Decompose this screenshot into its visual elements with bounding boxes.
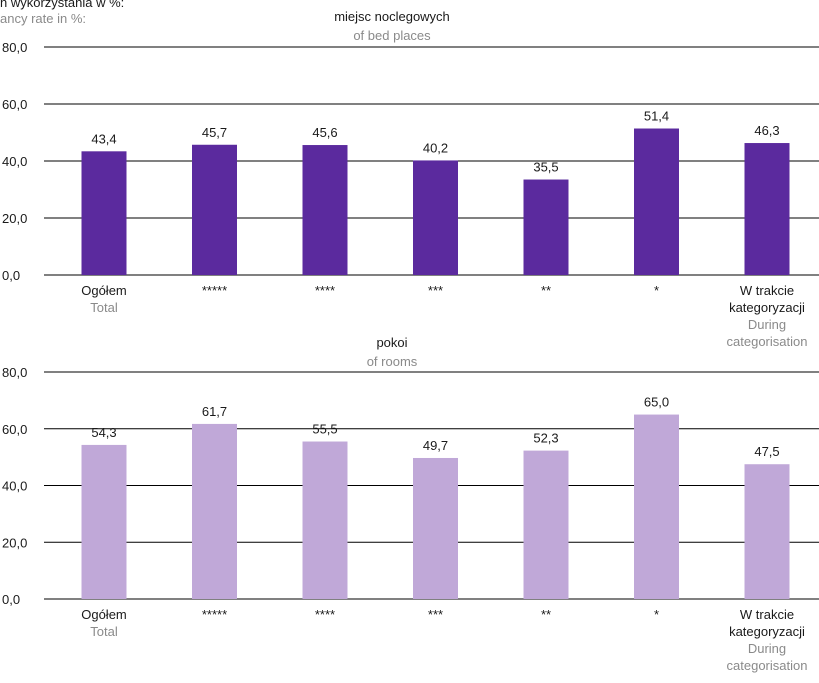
data-label: 61,7 [202, 404, 227, 419]
chart-title: pokoi [376, 335, 407, 350]
bar [634, 128, 679, 275]
data-label: 55,5 [312, 422, 337, 437]
x-tick-label: *** [428, 283, 443, 298]
data-label: 46,3 [754, 123, 779, 138]
x-tick-label: Ogółem [81, 607, 127, 622]
y-tick-label: 60,0 [2, 97, 27, 112]
y-tick-label: 0,0 [2, 592, 20, 607]
data-label: 65,0 [644, 395, 669, 410]
x-tick-label: * [654, 283, 659, 298]
bar [413, 457, 458, 599]
data-label: 45,7 [202, 125, 227, 140]
data-label: 49,7 [423, 438, 448, 453]
data-label: 35,5 [533, 160, 558, 175]
y-tick-label: 80,0 [2, 40, 27, 55]
x-tick-sublabel: Total [90, 300, 118, 315]
x-tick-sublabel: During [748, 641, 786, 656]
x-tick-sublabel: During [748, 317, 786, 332]
bar [192, 423, 237, 599]
x-tick-label: ** [541, 607, 551, 622]
y-tick-label: 20,0 [2, 211, 27, 226]
bar [413, 160, 458, 275]
x-tick-label: kategoryzacji [729, 300, 805, 315]
y-tick-label: 0,0 [2, 268, 20, 283]
chart-title: miejsc noclegowych [334, 9, 450, 24]
bar [744, 464, 790, 599]
x-tick-label: ** [541, 283, 551, 298]
y-tick-label: 80,0 [2, 365, 27, 380]
x-tick-label: ***** [202, 607, 227, 622]
y-tick-label: 60,0 [2, 422, 27, 437]
chart-heading-pl: n wykorzystania w %: [0, 0, 125, 10]
x-tick-label: W trakcie [740, 607, 794, 622]
bar [192, 144, 237, 275]
y-tick-label: 40,0 [2, 479, 27, 494]
chart-heading-en: ancy rate in %: [0, 11, 86, 26]
bar [302, 441, 348, 599]
x-tick-sublabel: categorisation [727, 334, 808, 349]
bar [81, 151, 127, 275]
x-tick-label: W trakcie [740, 283, 794, 298]
bar [744, 143, 790, 275]
y-tick-label: 20,0 [2, 535, 27, 550]
data-label: 43,4 [91, 131, 116, 146]
x-tick-label: **** [315, 607, 335, 622]
bar [523, 450, 569, 599]
bar [81, 444, 127, 599]
x-tick-label: ***** [202, 283, 227, 298]
x-tick-sublabel: Total [90, 624, 118, 639]
x-tick-sublabel: categorisation [727, 658, 808, 673]
data-label: 40,2 [423, 140, 448, 155]
bar [634, 414, 679, 599]
x-tick-label: Ogółem [81, 283, 127, 298]
x-tick-label: * [654, 607, 659, 622]
bar [523, 179, 569, 275]
x-tick-label: **** [315, 283, 335, 298]
x-tick-label: *** [428, 607, 443, 622]
chart-subtitle: of rooms [367, 354, 418, 369]
x-tick-label: kategoryzacji [729, 624, 805, 639]
data-label: 45,6 [312, 125, 337, 140]
bar [302, 145, 348, 275]
chart-subtitle: of bed places [353, 28, 431, 43]
data-label: 51,4 [644, 109, 669, 124]
data-label: 52,3 [533, 431, 558, 446]
data-label: 47,5 [754, 444, 779, 459]
y-tick-label: 40,0 [2, 154, 27, 169]
data-label: 54,3 [91, 425, 116, 440]
